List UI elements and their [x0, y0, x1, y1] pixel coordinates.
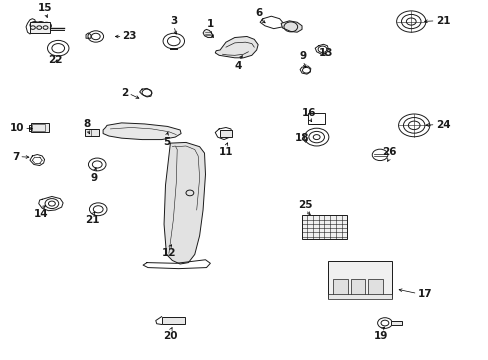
Text: 25: 25: [298, 200, 312, 210]
Text: 4: 4: [234, 60, 242, 71]
Text: 2: 2: [121, 88, 128, 98]
Bar: [367, 279, 382, 294]
Text: 17: 17: [417, 288, 431, 298]
Bar: [328, 293, 391, 299]
Bar: [302, 215, 346, 239]
Text: 24: 24: [435, 120, 449, 130]
Text: 15: 15: [38, 3, 53, 13]
Text: 14: 14: [33, 209, 48, 219]
Polygon shape: [203, 30, 212, 37]
Polygon shape: [281, 21, 302, 32]
Polygon shape: [103, 123, 181, 140]
Text: 21: 21: [435, 16, 449, 26]
Text: 7: 7: [12, 152, 19, 162]
Text: 16: 16: [301, 108, 315, 117]
Text: 21: 21: [85, 215, 100, 225]
Text: 20: 20: [163, 331, 177, 341]
Bar: [332, 279, 347, 294]
Text: 5: 5: [163, 137, 170, 147]
Text: 9: 9: [299, 51, 306, 60]
Text: 12: 12: [162, 248, 176, 258]
Bar: [32, 123, 44, 131]
Text: 9: 9: [91, 173, 98, 183]
Bar: [307, 113, 325, 124]
Text: 26: 26: [382, 147, 396, 157]
Bar: [30, 22, 50, 33]
Bar: [328, 261, 391, 298]
Text: 1: 1: [206, 19, 214, 29]
Polygon shape: [163, 143, 205, 264]
Text: 23: 23: [122, 31, 137, 41]
Text: 11: 11: [218, 147, 233, 157]
Text: 3: 3: [170, 16, 177, 26]
Text: 10: 10: [10, 123, 24, 133]
Text: 22: 22: [48, 55, 62, 65]
Polygon shape: [215, 36, 258, 58]
Text: 8: 8: [84, 119, 91, 129]
Text: 6: 6: [255, 8, 262, 18]
Bar: [84, 129, 99, 136]
Bar: [220, 130, 232, 137]
Text: 19: 19: [373, 331, 387, 341]
Bar: [31, 122, 49, 132]
Text: 13: 13: [319, 48, 333, 58]
Bar: [350, 279, 365, 294]
Bar: [390, 321, 401, 325]
Text: 18: 18: [294, 133, 308, 143]
Bar: [161, 317, 184, 324]
